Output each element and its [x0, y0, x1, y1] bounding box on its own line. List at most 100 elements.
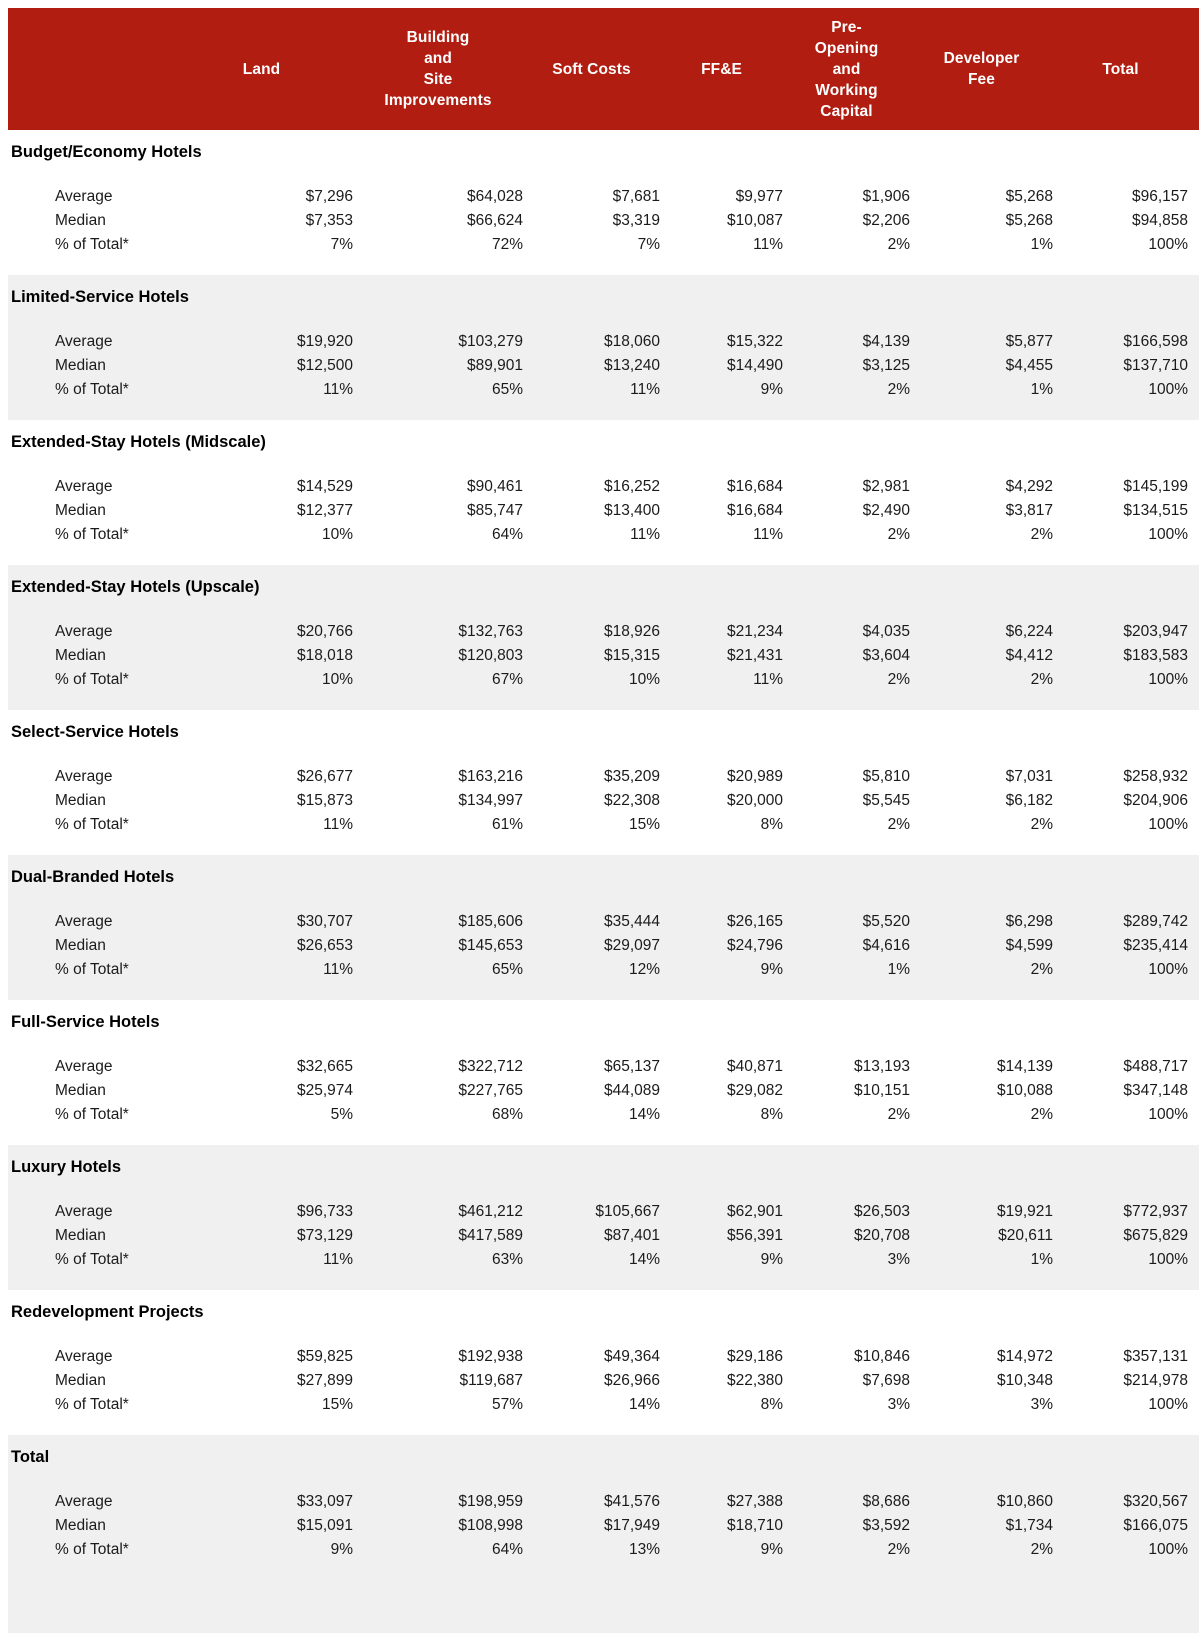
- cell-ffe: $26,165: [726, 913, 783, 930]
- cell-soft-costs: $13,400: [603, 502, 660, 519]
- section-budget-economy-hotels: Budget/Economy Hotels Average $7,296 $64,02…: [8, 130, 1199, 275]
- table-row-average: Average $32,665 $322,712 $65,137 $40,871 $13,…: [8, 1055, 1199, 1079]
- cell-developer-fee: 2%: [1030, 526, 1053, 543]
- section-rows: Average $32,665 $322,712 $65,137 $40,871 $13,…: [8, 1055, 1199, 1127]
- cell-ffe: $29,082: [726, 1082, 783, 1099]
- cell-developer-fee: $10,088: [996, 1082, 1053, 1099]
- row-label: Average: [55, 333, 113, 350]
- cell-land: 9%: [330, 1541, 353, 1558]
- cell-developer-fee: 3%: [1030, 1396, 1053, 1413]
- section-rows: Average $7,296 $64,028 $7,681 $9,977 $1,906 $5…: [8, 185, 1199, 257]
- cell-land: $15,873: [296, 792, 353, 809]
- table-row-average: Average $20,766 $132,763 $18,926 $21,234 $4,0…: [8, 620, 1199, 644]
- cell-ffe: 11%: [753, 236, 783, 253]
- cell-pre-opening-and-working-capital: 3%: [887, 1251, 910, 1268]
- cell-developer-fee: 2%: [1030, 1106, 1053, 1123]
- row-label: % of Total*: [55, 1251, 129, 1268]
- cell-ffe: $16,684: [726, 502, 783, 519]
- cell-soft-costs: 10%: [628, 671, 660, 688]
- cell-soft-costs: 11%: [630, 526, 660, 543]
- cell-total: $289,742: [1123, 913, 1188, 930]
- cell-ffe: $18,710: [726, 1517, 783, 1534]
- section-limited-service-hotels: Limited-Service Hotels Average $19,920 $103…: [8, 275, 1199, 420]
- cell-pre-opening-and-working-capital: $2,206: [862, 212, 910, 229]
- cell-building-and-site-improvements: 57%: [491, 1396, 523, 1413]
- row-label: Average: [55, 913, 113, 930]
- cell-soft-costs: $49,364: [603, 1348, 660, 1365]
- row-label: Average: [55, 623, 113, 640]
- cell-pre-opening-and-working-capital: 2%: [887, 236, 910, 253]
- cell-soft-costs: $29,097: [603, 937, 660, 954]
- cell-pre-opening-and-working-capital: 2%: [887, 381, 910, 398]
- cell-building-and-site-improvements: $64,028: [466, 188, 523, 205]
- cell-developer-fee: $7,031: [1005, 768, 1053, 785]
- section-redevelopment-projects: Redevelopment Projects Average $59,825 $192…: [8, 1290, 1199, 1435]
- table-row-of-total: % of Total* 11% 65% 12% 9% 1% 2% 100%: [8, 958, 1199, 982]
- cell-land: $25,974: [296, 1082, 353, 1099]
- cell-pre-opening-and-working-capital: $26,503: [853, 1203, 910, 1220]
- table-row-average: Average $30,707 $185,606 $35,444 $26,165 $5,5…: [8, 910, 1199, 934]
- row-label: % of Total*: [55, 816, 129, 833]
- cell-total: $258,932: [1123, 768, 1188, 785]
- table-row-median: Median $7,353 $66,624 $3,319 $10,087 $2,206 $5…: [8, 209, 1199, 233]
- cell-pre-opening-and-working-capital: 3%: [887, 1396, 910, 1413]
- table-row-average: Average $96,733 $461,212 $105,667 $62,901 $26…: [8, 1200, 1199, 1224]
- cell-developer-fee: $4,292: [1005, 478, 1053, 495]
- cell-ffe: 8%: [760, 1106, 783, 1123]
- table-row-of-total: % of Total* 5% 68% 14% 8% 2% 2% 100%: [8, 1103, 1199, 1127]
- cell-total: 100%: [1148, 1396, 1188, 1413]
- cell-pre-opening-and-working-capital: 2%: [887, 671, 910, 688]
- cell-ffe: $40,871: [726, 1058, 783, 1075]
- cell-building-and-site-improvements: $185,606: [458, 913, 523, 930]
- cell-pre-opening-and-working-capital: $10,151: [853, 1082, 910, 1099]
- table-row-average: Average $19,920 $103,279 $18,060 $15,322 $4,1…: [8, 330, 1199, 354]
- cell-total: $134,515: [1123, 502, 1188, 519]
- row-label: Median: [55, 357, 106, 374]
- cell-ffe: $29,186: [726, 1348, 783, 1365]
- cell-ffe: $9,977: [735, 188, 783, 205]
- cell-soft-costs: $17,949: [603, 1517, 660, 1534]
- cell-total: $320,567: [1123, 1493, 1188, 1510]
- row-label: Average: [55, 1058, 113, 1075]
- section-title: Luxury Hotels: [11, 1158, 122, 1176]
- column-header-pre-opening-and-working-capital: Pre- Opening and Working Capital: [814, 18, 879, 120]
- row-label: Median: [55, 1372, 106, 1389]
- cell-soft-costs: $15,315: [603, 647, 660, 664]
- cell-pre-opening-and-working-capital: $5,810: [862, 768, 910, 785]
- cell-building-and-site-improvements: $163,216: [458, 768, 523, 785]
- cell-building-and-site-improvements: $322,712: [458, 1058, 523, 1075]
- row-label: Median: [55, 212, 106, 229]
- table-row-of-total: % of Total* 11% 65% 11% 9% 2% 1% 100%: [8, 378, 1199, 402]
- cell-developer-fee: $5,268: [1005, 188, 1053, 205]
- row-label: % of Total*: [55, 671, 129, 688]
- cell-developer-fee: $14,972: [996, 1348, 1053, 1365]
- cell-land: 11%: [323, 1251, 353, 1268]
- cell-developer-fee: $20,611: [998, 1227, 1053, 1244]
- cell-total: $203,947: [1123, 623, 1188, 640]
- cell-building-and-site-improvements: 64%: [491, 1541, 523, 1558]
- cell-developer-fee: $5,877: [1005, 333, 1053, 350]
- section-rows: Average $14,529 $90,461 $16,252 $16,684 $2,98…: [8, 475, 1199, 547]
- section-luxury-hotels: Luxury Hotels Average $96,733 $461,212 $105,…: [8, 1145, 1199, 1290]
- row-label: Average: [55, 1203, 113, 1220]
- cell-soft-costs: $13,240: [603, 357, 660, 374]
- table-row-median: Median $25,974 $227,765 $44,089 $29,082 $10,1…: [8, 1079, 1199, 1103]
- cell-total: $166,598: [1123, 333, 1188, 350]
- table-row-of-total: % of Total* 7% 72% 7% 11% 2% 1% 100%: [8, 233, 1199, 257]
- row-label: % of Total*: [55, 236, 129, 253]
- cell-pre-opening-and-working-capital: $20,708: [853, 1227, 910, 1244]
- development-cost-table: Land Building and Site Improvements Soft…: [8, 8, 1199, 1633]
- section-title: Limited-Service Hotels: [11, 288, 189, 306]
- cell-land: $20,766: [296, 623, 353, 640]
- section-rows: Average $59,825 $192,938 $49,364 $29,186 $10,…: [8, 1345, 1199, 1417]
- cell-soft-costs: $41,576: [603, 1493, 660, 1510]
- table-row-median: Median $12,377 $85,747 $13,400 $16,684 $2,490…: [8, 499, 1199, 523]
- cell-total: $357,131: [1123, 1348, 1188, 1365]
- cell-land: $12,377: [296, 502, 353, 519]
- column-header-building-and-site-improvements: Building and Site Improvements: [384, 29, 492, 109]
- cell-ffe: $22,380: [726, 1372, 783, 1389]
- cell-ffe: 9%: [760, 1541, 783, 1558]
- cell-ffe: $15,322: [726, 333, 783, 350]
- cell-land: 11%: [323, 381, 353, 398]
- cell-building-and-site-improvements: 65%: [491, 961, 523, 978]
